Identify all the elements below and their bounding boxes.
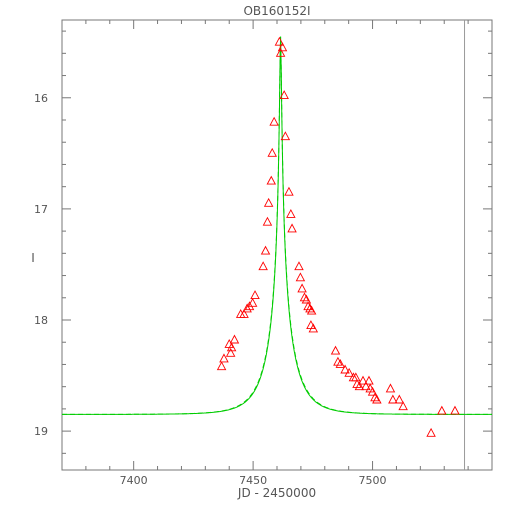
data-point: [229, 334, 240, 344]
data-point: [299, 292, 310, 302]
data-point: [266, 175, 277, 185]
data-point: [250, 290, 260, 300]
data-point: [235, 308, 246, 318]
data-point: [361, 381, 371, 391]
x-axis-label: JD - 2450000: [237, 486, 316, 500]
data-point: [287, 223, 297, 233]
data-point: [274, 36, 285, 46]
data-point: [224, 338, 234, 348]
y-tick-label: 19: [34, 425, 48, 438]
x-tick-label: 7450: [239, 474, 267, 487]
data-point: [280, 131, 291, 141]
data-point: [367, 386, 378, 396]
chart-title: OB160152I: [243, 4, 310, 18]
y-tick-label: 17: [34, 203, 48, 216]
data-point: [450, 405, 460, 415]
data-point: [437, 405, 447, 415]
data-point: [306, 305, 317, 315]
data-point: [297, 283, 307, 293]
data-point: [286, 208, 296, 218]
data-point: [344, 367, 354, 377]
y-axis-label: I: [31, 251, 35, 265]
data-point: [372, 394, 382, 404]
y-tick-label: 16: [34, 92, 48, 105]
model-curve-dashed: [62, 36, 492, 415]
data-point: [260, 245, 271, 255]
data-point: [308, 323, 319, 333]
data-point: [351, 372, 361, 382]
data-point: [242, 303, 252, 313]
data-point: [370, 392, 380, 402]
data-point: [385, 383, 396, 393]
data-point: [277, 42, 288, 52]
data-point: [263, 197, 274, 207]
data-point: [219, 353, 229, 363]
data-point: [301, 294, 312, 304]
data-point: [267, 147, 277, 157]
data-point: [262, 216, 273, 226]
data-point: [398, 401, 408, 411]
data-point: [279, 90, 289, 100]
data-point: [340, 364, 350, 374]
data-point: [354, 381, 365, 391]
data-point: [426, 427, 436, 437]
data-point: [330, 345, 341, 355]
plot-frame: [61, 19, 493, 471]
data-point: [258, 261, 268, 271]
data-point: [335, 358, 346, 368]
x-tick-label: 7500: [359, 474, 387, 487]
data-point: [247, 297, 258, 307]
data-point: [275, 47, 286, 57]
x-tick-label: 7400: [120, 474, 148, 487]
data-point: [216, 361, 227, 371]
data-point: [269, 116, 279, 126]
data-point: [295, 272, 306, 282]
model-curve-solid: [62, 36, 492, 415]
data-point: [303, 301, 313, 311]
y-tick-label: 18: [34, 314, 48, 327]
data-point: [394, 394, 405, 404]
data-point: [388, 394, 398, 404]
data-point: [225, 347, 236, 357]
data-point: [358, 375, 368, 385]
data-point: [294, 261, 304, 271]
data-point: [284, 186, 294, 196]
data-point: [364, 375, 374, 385]
